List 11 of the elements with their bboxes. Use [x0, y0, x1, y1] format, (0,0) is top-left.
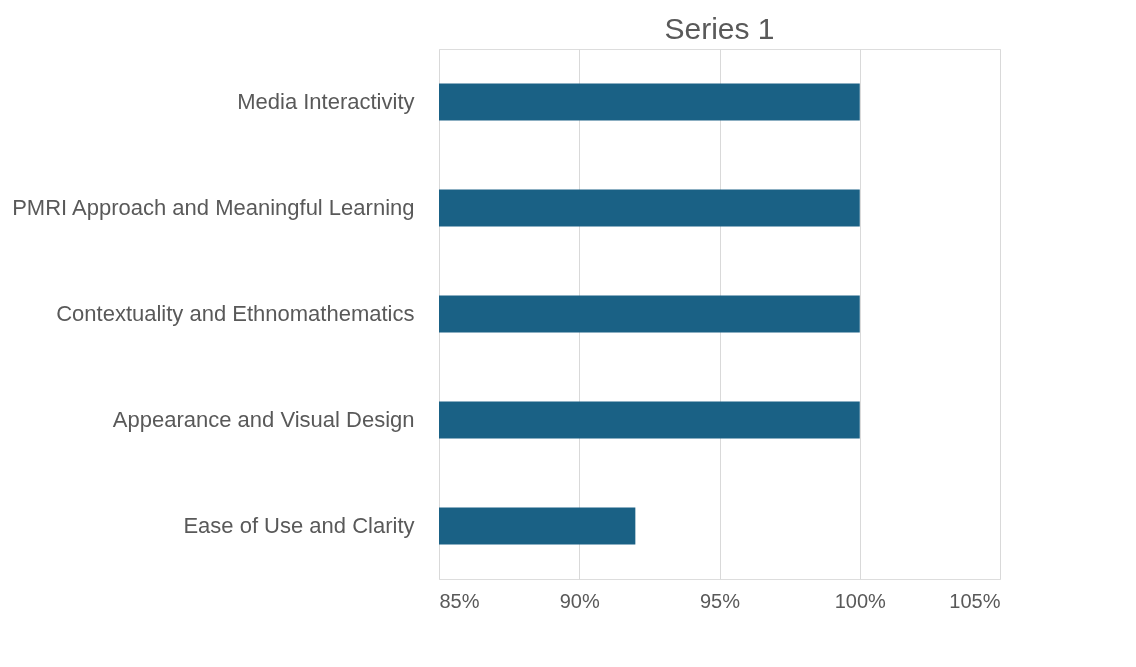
x-tick-label: 90% [559, 589, 600, 612]
y-tick-label: Ease of Use and Clarity [183, 513, 415, 538]
x-tick-label: 85% [439, 589, 480, 612]
x-tick-label: 105% [949, 589, 1001, 612]
x-tick-label: 95% [699, 589, 741, 612]
x-tick-label: 100% [834, 589, 887, 612]
chart-title: Series 1 [664, 12, 775, 45]
y-tick-label: Contextuality and Ethnomathematics [56, 301, 415, 326]
y-tick-label: Appearance and Visual Design [112, 407, 415, 432]
y-tick-label: PMRI Approach and Meaningful Learning [12, 195, 415, 220]
y-tick-label: Media Interactivity [237, 89, 415, 114]
